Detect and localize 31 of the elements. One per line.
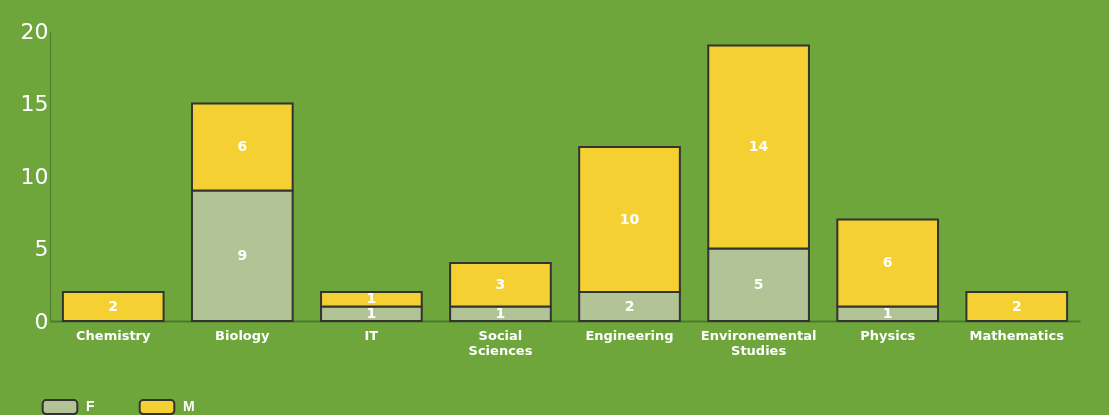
y-tick-label: 15 xyxy=(20,91,49,116)
bar xyxy=(61,291,165,322)
x-tick-label: Biology xyxy=(215,327,271,343)
data-label: 1 xyxy=(882,304,893,321)
data-label: 1 xyxy=(366,304,377,321)
data-label: 6 xyxy=(882,254,893,270)
x-tick-label: Social Sciences xyxy=(468,327,533,358)
data-label: 9 xyxy=(237,246,248,263)
x-tick-label: Mathematics xyxy=(969,327,1065,343)
data-label: 2 xyxy=(108,297,119,314)
x-tick-label: Engineering xyxy=(585,327,674,343)
data-label: 1 xyxy=(495,304,506,321)
y-tick-label: 0 xyxy=(34,308,49,334)
x-tick-label: IT xyxy=(364,327,379,343)
bar xyxy=(965,291,1069,322)
data-label: 3 xyxy=(495,275,506,292)
x-tick-label: Chemistry xyxy=(76,327,151,343)
x-tick-label: Physics xyxy=(860,327,916,343)
y-tick-label: 10 xyxy=(20,163,49,189)
data-label: 5 xyxy=(753,275,764,292)
legend-label: F xyxy=(86,398,95,415)
data-label: 10 xyxy=(619,210,640,227)
x-tick-label: Environemental Studies xyxy=(700,327,817,358)
data-label: 6 xyxy=(237,138,248,154)
y-tick-label: 20 xyxy=(20,18,49,44)
data-label: 2 xyxy=(1011,297,1022,314)
y-tick-label: 5 xyxy=(34,236,49,261)
data-label: 2 xyxy=(624,297,635,314)
data-label: 14 xyxy=(748,138,769,154)
legend-label: M xyxy=(183,398,195,415)
data-label: 1 xyxy=(366,290,377,307)
